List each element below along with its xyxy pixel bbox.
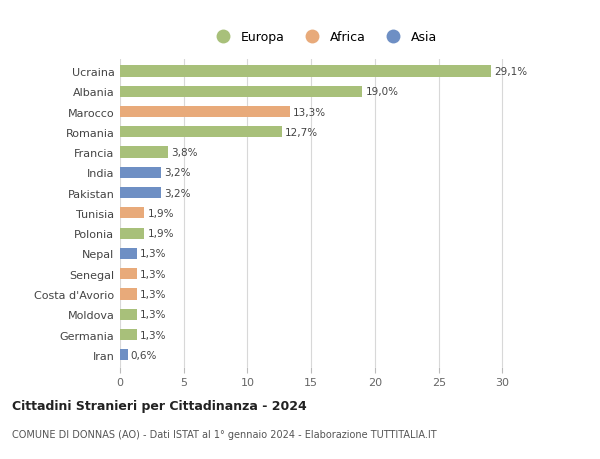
Text: 19,0%: 19,0% (365, 87, 398, 97)
Bar (120, 188, 161, 199)
Text: 3,2%: 3,2% (164, 168, 190, 178)
Text: 0,6%: 0,6% (131, 350, 157, 360)
Text: 29,1%: 29,1% (494, 67, 527, 77)
Bar (120, 127, 282, 138)
Bar (120, 66, 491, 78)
Text: Cittadini Stranieri per Cittadinanza - 2024: Cittadini Stranieri per Cittadinanza - 2… (12, 399, 307, 412)
Bar (120, 309, 137, 320)
Bar (120, 168, 161, 179)
Text: 1,9%: 1,9% (148, 208, 174, 218)
Bar (120, 147, 169, 158)
Bar (120, 289, 137, 300)
Text: 1,3%: 1,3% (140, 249, 166, 259)
Text: 1,3%: 1,3% (140, 269, 166, 279)
Text: 13,3%: 13,3% (293, 107, 326, 117)
Bar (120, 248, 137, 259)
Text: COMUNE DI DONNAS (AO) - Dati ISTAT al 1° gennaio 2024 - Elaborazione TUTTITALIA.: COMUNE DI DONNAS (AO) - Dati ISTAT al 1°… (12, 429, 437, 439)
Bar (120, 208, 144, 219)
Text: 1,3%: 1,3% (140, 289, 166, 299)
Bar (120, 349, 128, 361)
Text: 3,2%: 3,2% (164, 188, 190, 198)
Legend: Europa, Africa, Asia: Europa, Africa, Asia (206, 26, 442, 49)
Bar (120, 86, 362, 98)
Bar (120, 329, 137, 341)
Text: 1,3%: 1,3% (140, 310, 166, 319)
Bar (120, 269, 137, 280)
Text: 1,9%: 1,9% (148, 229, 174, 239)
Text: 3,8%: 3,8% (172, 148, 198, 158)
Bar (120, 228, 144, 239)
Text: 1,3%: 1,3% (140, 330, 166, 340)
Text: 12,7%: 12,7% (285, 128, 318, 138)
Bar (120, 106, 290, 118)
